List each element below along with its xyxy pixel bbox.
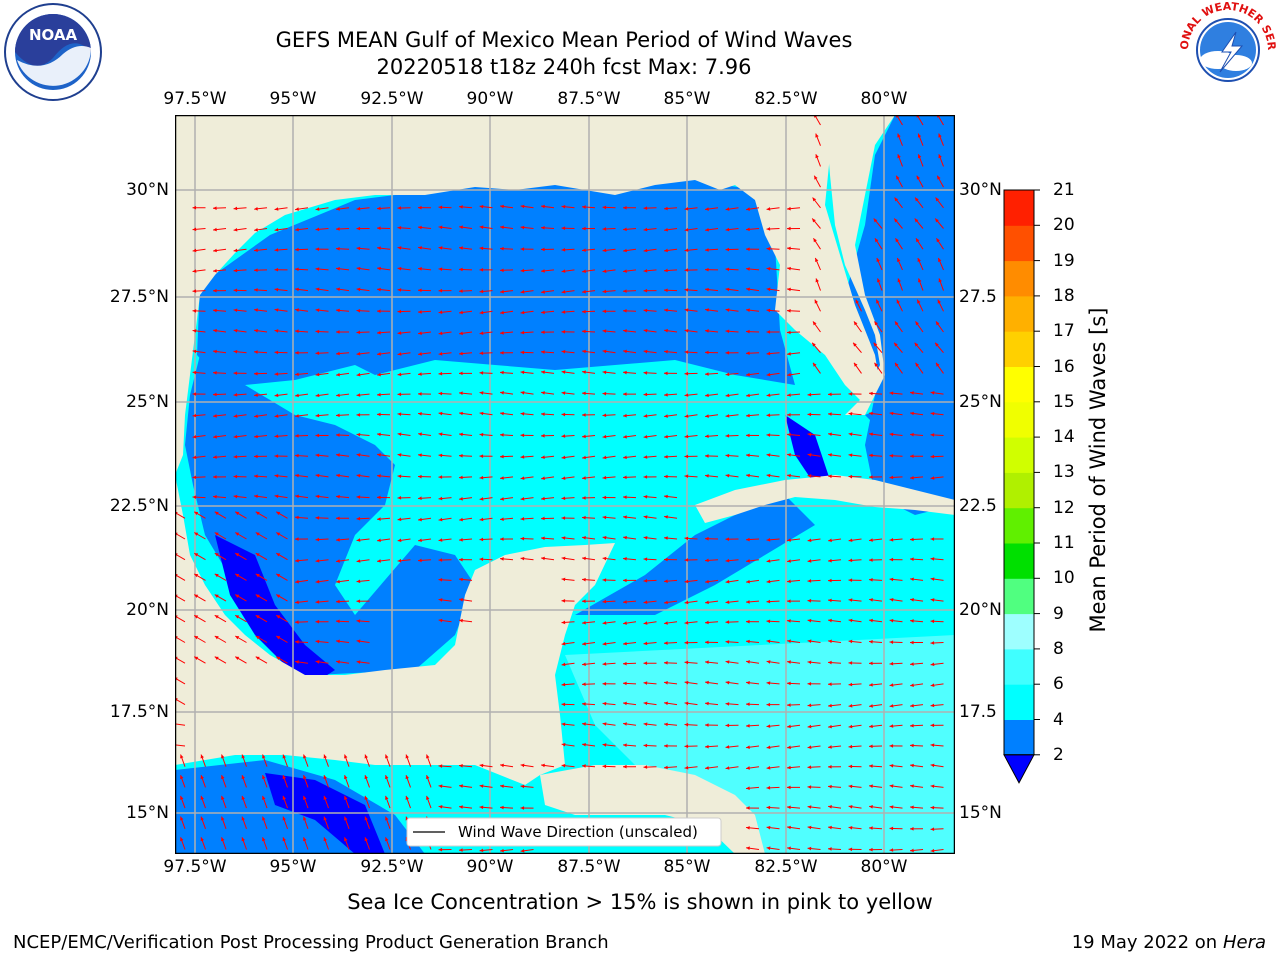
nws-logo: NATIONAL WEATHER SERVICE (1173, 0, 1278, 100)
colorbar-segment (1004, 719, 1034, 756)
lon-tick-label: 97.5°W (163, 89, 227, 109)
sea-patch-blue-north (197, 175, 795, 385)
lon-tick-label: 85°W (663, 857, 711, 877)
sea-patch-blue-keys (865, 375, 955, 455)
colorbar-segment (1004, 190, 1034, 226)
lat-tick-label: 30°N (126, 180, 169, 200)
colorbar-segment (1004, 648, 1034, 685)
chart-subtitle: 20220518 t18z 240h fcst Max: 7.96 (376, 55, 752, 79)
colorbar-segment (1004, 472, 1034, 509)
colorbar-segment (1004, 437, 1034, 473)
colorbar-label: 8 (1053, 638, 1064, 659)
colorbar-segment (1004, 331, 1034, 367)
colorbar-label: 21 (1053, 180, 1075, 200)
run-host: Hera (1222, 932, 1266, 953)
colorbar-label: 12 (1053, 497, 1075, 518)
colorbar-label: 2 (1053, 744, 1064, 765)
colorbar-label: 9 (1053, 603, 1064, 624)
colorbar-segment (1004, 225, 1034, 262)
land-honduras (540, 765, 765, 854)
colorbar-title: Mean Period of Wind Waves [s] (1086, 307, 1110, 633)
map-gridlines (175, 115, 955, 854)
lon-tick-label: 80°W (860, 857, 908, 877)
colorbar-label: 14 (1053, 427, 1075, 448)
colorbar-segment (1004, 684, 1034, 720)
map-legend: Wind Wave Direction (unscaled) (406, 817, 722, 847)
branch-credit: NCEP/EMC/Verification Post Processing Pr… (13, 932, 609, 953)
noaa-logo: NOAA (3, 2, 103, 102)
colorbar-label: 16 (1053, 356, 1075, 377)
noaa-logo-text: NOAA (29, 26, 78, 44)
lat-tick-label: 20°N (959, 600, 1002, 620)
lon-tick-label: 87.5°W (557, 89, 621, 109)
land-cuba (695, 475, 955, 523)
lon-tick-label: 97.5°W (163, 857, 227, 877)
lat-tick-label: 20°N (126, 600, 169, 620)
colorbar (1003, 189, 1040, 784)
lon-tick-label: 82.5°W (754, 857, 818, 877)
colorbar-label: 10 (1053, 568, 1075, 589)
colorbar-segment (1004, 578, 1034, 615)
legend-label: Wind Wave Direction (unscaled) (458, 823, 698, 841)
colorbar-label: 6 (1053, 674, 1064, 695)
lon-tick-label: 87.5°W (557, 857, 621, 877)
colorbar-label: 20 (1053, 215, 1075, 236)
lat-tick-label: 22.5°N (109, 496, 169, 516)
lat-tick-label: 27.5 (959, 287, 997, 307)
colorbar-label: 13 (1053, 462, 1075, 483)
lon-tick-label: 95°W (269, 857, 317, 877)
colorbar-label: 15 (1053, 391, 1075, 412)
lon-tick-label: 95°W (269, 89, 317, 109)
land-mexico (175, 475, 615, 785)
lat-tick-label: 22.5 (959, 496, 997, 516)
sea-ice-note: Sea Ice Concentration > 15% is shown in … (347, 890, 933, 914)
land-us-gulf-coast (175, 115, 880, 475)
sea-patch-deep-bay (215, 535, 335, 683)
colorbar-segment (1004, 507, 1034, 544)
lon-tick-label: 80°W (860, 89, 908, 109)
colorbar-segment (1004, 260, 1034, 297)
colorbar-label: 11 (1053, 533, 1075, 553)
colorbar-label: 17 (1053, 321, 1075, 342)
lon-tick-label: 85°W (663, 89, 711, 109)
sea-patch-blue-yucatan (575, 495, 815, 615)
lon-tick-label: 90°W (466, 89, 514, 109)
colorbar-label: 18 (1053, 285, 1075, 306)
colorbar-segment (1004, 366, 1034, 403)
colorbar-under-arrow (1003, 754, 1035, 784)
lat-tick-label: 30°N (959, 180, 1002, 200)
lat-tick-label: 15°N (959, 803, 1002, 823)
lon-tick-label: 92.5°W (360, 857, 424, 877)
lon-tick-label: 90°W (466, 857, 514, 877)
lon-tick-label: 82.5°W (754, 89, 818, 109)
chart-title: GEFS MEAN Gulf of Mexico Mean Period of … (275, 28, 853, 52)
colorbar-segment (1004, 401, 1034, 438)
run-date: 19 May 2022 on Hera (1072, 932, 1266, 953)
sea-patch-light (565, 635, 955, 854)
lat-tick-label: 15°N (126, 803, 169, 823)
colorbar-label: 4 (1053, 709, 1064, 730)
lat-tick-label: 25°N (126, 392, 169, 412)
lat-tick-label: 25°N (959, 392, 1002, 412)
colorbar-segment (1004, 613, 1034, 650)
run-date-text: 19 May 2022 on (1071, 932, 1218, 953)
colorbar-segment (1004, 295, 1034, 332)
map-panel: Wind Wave Direction (unscaled) (175, 115, 955, 854)
lat-tick-label: 17.5°N (109, 702, 169, 722)
colorbar-label: 19 (1053, 250, 1075, 271)
lon-tick-label: 92.5°W (360, 89, 424, 109)
lat-tick-label: 17.5 (959, 702, 997, 722)
colorbar-segment (1004, 543, 1034, 579)
wind-wave-arrows (175, 115, 944, 853)
lat-tick-label: 27.5°N (109, 287, 169, 307)
